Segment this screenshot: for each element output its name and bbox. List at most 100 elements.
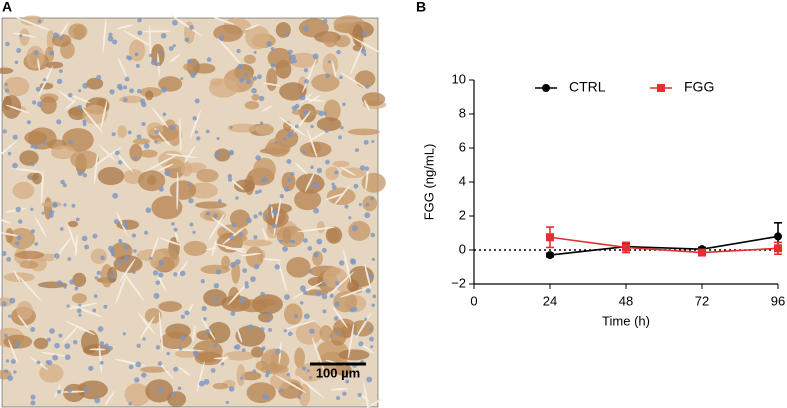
tissue-blob	[243, 54, 256, 64]
nucleus	[30, 229, 35, 234]
tissue-streak	[364, 263, 371, 288]
nucleus	[309, 328, 315, 334]
nucleus	[187, 183, 191, 187]
tissue-blob	[270, 372, 292, 390]
tissue-streak	[262, 258, 282, 261]
tissue-blob	[212, 382, 229, 390]
tissue-blob	[240, 371, 262, 381]
tissue-streak	[60, 390, 86, 393]
tissue-blob	[45, 61, 64, 69]
nucleus	[172, 19, 178, 26]
nucleus	[78, 89, 82, 93]
nucleus	[157, 387, 163, 393]
nucleus	[259, 121, 264, 126]
nucleus	[10, 358, 16, 364]
tissue-streak	[304, 172, 315, 192]
tissue-streak	[340, 72, 368, 90]
tissue-streak	[294, 162, 308, 175]
y-tick-label: 2	[459, 207, 466, 222]
nucleus	[58, 69, 63, 73]
nucleus	[353, 183, 359, 189]
tissue-streak	[137, 312, 155, 335]
nucleus	[316, 238, 323, 245]
nucleus	[336, 395, 341, 401]
nucleus	[173, 272, 178, 277]
nucleus	[253, 235, 258, 240]
y-axis-label: FGG (ng/mL)	[421, 144, 436, 221]
nucleus	[241, 348, 246, 353]
nucleus	[258, 95, 265, 102]
nucleus	[218, 35, 225, 41]
tissue-streak	[216, 37, 243, 66]
tissue-streak	[196, 361, 205, 394]
tissue-blob	[251, 93, 260, 101]
data-point	[546, 233, 554, 242]
nucleus	[303, 109, 309, 115]
tissue-blob	[129, 143, 143, 162]
nucleus	[158, 259, 165, 266]
nucleus	[371, 139, 375, 144]
tissue-streak	[13, 269, 21, 282]
tissue-blob	[144, 307, 162, 324]
tissue-blob	[20, 15, 44, 26]
nucleus	[194, 62, 199, 66]
nucleus	[135, 63, 141, 68]
nucleus	[5, 41, 10, 47]
tissue-streak	[278, 261, 288, 293]
tissue-streak	[158, 311, 163, 351]
nucleus	[56, 280, 63, 286]
nucleus	[205, 211, 211, 216]
nucleus	[158, 186, 164, 192]
tissue-blob	[194, 201, 227, 209]
nucleus	[322, 18, 328, 24]
nucleus	[329, 293, 334, 299]
nucleus	[371, 257, 375, 261]
tissue-blob	[81, 330, 99, 354]
tissue-streak	[157, 163, 174, 172]
tissue-blob	[183, 240, 208, 256]
nucleus	[238, 232, 244, 237]
nucleus	[215, 269, 222, 275]
nucleus	[48, 213, 54, 219]
nucleus	[292, 59, 297, 64]
nucleus	[114, 150, 120, 156]
nucleus	[124, 76, 130, 82]
nucleus	[283, 186, 290, 192]
nucleus	[42, 78, 47, 82]
nucleus	[251, 87, 257, 94]
nucleus	[255, 190, 259, 195]
tissue-streak	[62, 325, 80, 344]
nucleus	[54, 342, 60, 349]
y-tick-label: 8	[459, 105, 466, 120]
tissue-blob	[128, 39, 146, 62]
tissue-streak	[13, 32, 37, 38]
tissue-blob	[214, 148, 231, 162]
nucleus	[290, 60, 294, 64]
nucleus	[240, 376, 244, 380]
tissue-blob	[213, 24, 243, 42]
y-tick-label: −2	[451, 275, 466, 290]
nucleus	[303, 67, 309, 73]
tissue-streak	[201, 318, 216, 341]
nucleus	[184, 310, 190, 316]
tissue-blob	[347, 128, 380, 136]
tissue-streak	[368, 398, 384, 408]
tissue-blob	[138, 170, 166, 192]
nucleus	[235, 196, 239, 200]
tissue-streak	[330, 388, 349, 391]
data-point	[774, 244, 782, 253]
tissue-streak	[65, 320, 96, 336]
nucleus	[136, 343, 141, 348]
nucleus	[152, 270, 159, 276]
nucleus	[334, 301, 340, 307]
nucleus	[364, 212, 371, 219]
nucleus	[247, 324, 254, 330]
nucleus	[56, 119, 62, 125]
nucleus	[336, 49, 341, 55]
nucleus	[293, 314, 299, 319]
nucleus	[189, 25, 194, 30]
nucleus	[177, 386, 182, 391]
scale-bar-label: 100 µm	[316, 365, 360, 380]
tissue-blob	[241, 239, 273, 247]
nucleus	[153, 292, 160, 299]
